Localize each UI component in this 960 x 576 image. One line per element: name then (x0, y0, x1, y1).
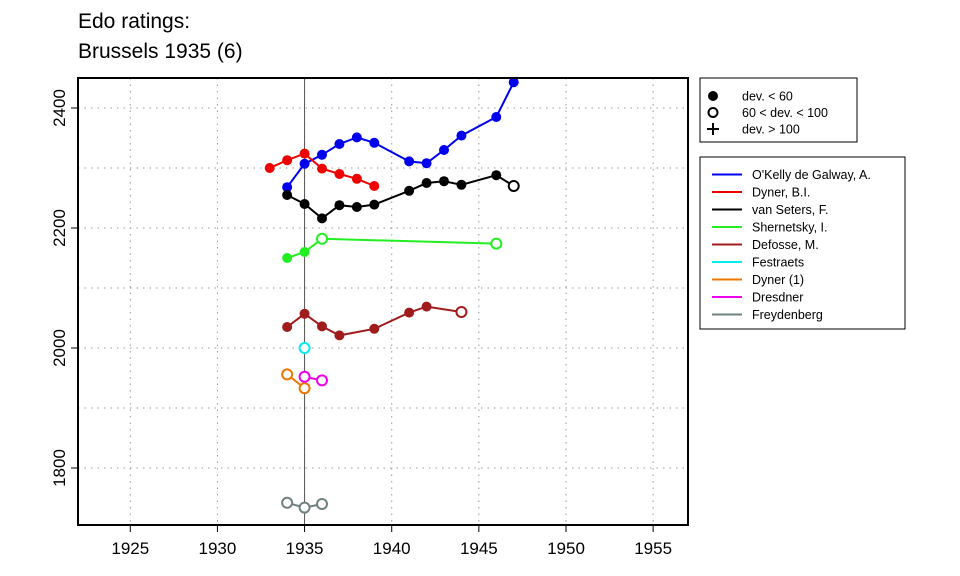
data-point (404, 307, 415, 318)
x-tick-label: 1930 (199, 539, 237, 558)
x-tick-label: 1940 (373, 539, 411, 558)
legend-label: van Seters, F. (752, 203, 828, 217)
data-point (334, 200, 345, 211)
series-line (286, 237, 497, 259)
data-point (351, 173, 362, 184)
x-tick-label: 1945 (460, 539, 498, 558)
data-point (508, 77, 519, 88)
series-line (286, 174, 515, 220)
data-point (439, 176, 449, 187)
data-point (490, 237, 503, 250)
data-point (298, 370, 311, 383)
data-point (282, 190, 293, 200)
series-0 (282, 77, 519, 193)
data-point (404, 156, 415, 167)
data-point (351, 132, 362, 143)
data-point (334, 139, 345, 149)
chart-title: Edo ratings: (78, 10, 191, 33)
marker-legend-label: dev. < 60 (742, 90, 793, 104)
data-point (264, 163, 275, 173)
y-tick-label: 2000 (50, 329, 69, 367)
data-point (334, 330, 345, 341)
data-point (334, 169, 345, 179)
data-point (491, 170, 502, 181)
series-7 (298, 370, 328, 387)
data-point (299, 247, 310, 257)
data-point (369, 323, 380, 334)
data-point (282, 322, 293, 332)
legend-label: Defosse, M. (752, 238, 819, 252)
chart-subtitle: Brussels 1935 (6) (78, 40, 243, 63)
data-point (299, 158, 310, 169)
data-point (281, 368, 294, 381)
y-tick-label: 2200 (50, 209, 69, 247)
data-point (491, 112, 502, 122)
data-point (455, 306, 468, 318)
data-point (421, 301, 432, 312)
data-point (281, 496, 294, 509)
marker-legend-label: dev. > 100 (742, 123, 800, 137)
legend-label: Dyner (1) (752, 273, 804, 287)
data-point (421, 178, 432, 188)
data-point (282, 155, 293, 166)
data-point (369, 137, 380, 148)
plot-border (77, 77, 689, 526)
data-point (282, 253, 293, 263)
series-1 (264, 148, 380, 191)
data-point (351, 202, 362, 212)
data-point (456, 130, 467, 141)
data-point (316, 498, 328, 510)
data-point (317, 163, 327, 174)
x-tick-label: 1950 (547, 539, 585, 558)
series-2 (282, 170, 520, 224)
filled-circle-icon (708, 91, 718, 101)
legend-label: Dresdner (752, 291, 803, 305)
open-circle-icon (707, 107, 719, 118)
data-point (299, 199, 310, 209)
marker-legend-box (699, 77, 858, 143)
data-point (316, 374, 328, 387)
legend-label: Freydenberg (752, 308, 823, 322)
series-4 (282, 301, 468, 341)
data-point (298, 342, 311, 354)
data-point (298, 382, 311, 395)
y-tick-label: 1800 (50, 449, 69, 487)
data-point (299, 308, 310, 319)
data-point (298, 501, 311, 514)
data-point (421, 158, 432, 169)
legend-label: O'Kelly de Galway, A. (752, 168, 871, 182)
series-3 (282, 232, 503, 263)
series-6 (281, 368, 311, 395)
marker-legend-label: 60 < dev. < 100 (742, 106, 828, 120)
data-point (404, 185, 415, 196)
data-point (282, 182, 293, 193)
data-point (369, 199, 380, 210)
series-legend-box (699, 156, 906, 330)
x-tick-label: 1955 (634, 539, 672, 558)
data-point (439, 145, 449, 155)
legend-label: Dyner, B.I. (752, 186, 810, 200)
series-8 (281, 496, 328, 514)
legend-label: Festraets (752, 256, 804, 270)
data-point (369, 181, 380, 191)
x-tick-label: 1935 (286, 539, 324, 558)
data-point (317, 321, 327, 332)
data-point (317, 149, 327, 160)
data-point (299, 148, 310, 159)
x-tick-label: 1925 (111, 539, 149, 558)
data-point (507, 180, 520, 192)
legend-label: Shernetsky, I. (752, 221, 828, 235)
data-point (317, 213, 327, 224)
data-point (456, 179, 467, 190)
data-point (316, 232, 328, 245)
y-tick-label: 2400 (50, 89, 69, 127)
series-5 (298, 342, 311, 354)
